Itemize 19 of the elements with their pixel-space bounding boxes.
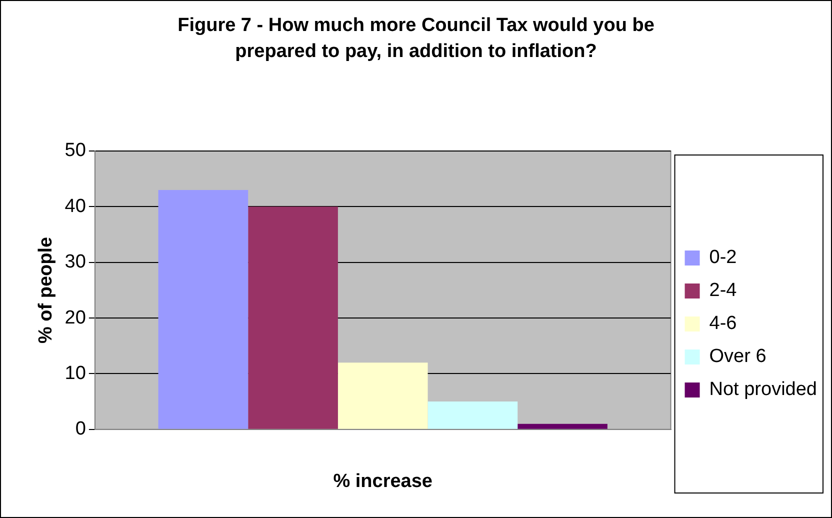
y-tick-label: 40 bbox=[64, 196, 86, 217]
y-tick-label: 10 bbox=[64, 362, 86, 384]
legend-label: 2-4 bbox=[709, 280, 738, 302]
x-axis-title: % increase bbox=[333, 470, 432, 492]
legend-label: Not provided bbox=[709, 379, 818, 400]
bar bbox=[248, 206, 338, 429]
legend-label: Over 6 bbox=[709, 346, 766, 368]
bar bbox=[428, 402, 518, 429]
bar bbox=[518, 424, 608, 429]
y-tick-label: 50 bbox=[64, 140, 86, 162]
bar bbox=[158, 190, 248, 429]
y-axis-title: % of people bbox=[36, 236, 57, 344]
y-tick-label: 0 bbox=[75, 418, 86, 440]
y-tick-label: 30 bbox=[64, 252, 86, 273]
bar bbox=[338, 362, 428, 429]
y-tick-label: 20 bbox=[64, 307, 86, 328]
chart-title: Figure 7 - How much more Council Tax would you be prepared to pay, in addition to inflation? bbox=[176, 14, 656, 64]
legend-label: 4-6 bbox=[709, 313, 737, 334]
legend-label: 0-2 bbox=[709, 247, 737, 268]
